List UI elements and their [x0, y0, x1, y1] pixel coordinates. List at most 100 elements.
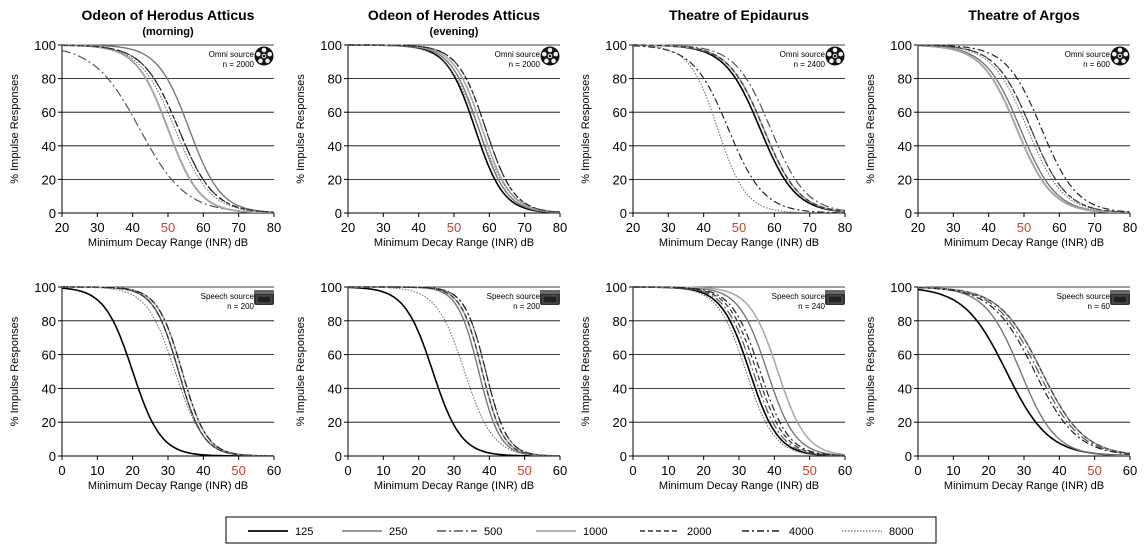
speech-speaker-icon	[1110, 290, 1130, 305]
legend: 125 250 500 1000 2000 4000 8000	[225, 516, 937, 544]
legend-box	[225, 516, 937, 544]
series-line-4000	[633, 286, 845, 456]
series-line-1000	[62, 286, 274, 456]
y-axis-label: % Impulse Responses	[295, 74, 307, 184]
y-tick-label: 0	[905, 449, 912, 464]
x-tick-label: 60	[1123, 463, 1137, 478]
source-label: Omni source	[495, 50, 541, 59]
y-tick-label: 40	[328, 139, 342, 154]
y-tick-label: 60	[898, 348, 912, 363]
omni-speaker-icon	[254, 46, 274, 66]
series-line-2000	[633, 286, 845, 456]
series-line-2000	[348, 286, 560, 456]
y-tick-label: 60	[613, 348, 627, 363]
x-axis-label: Minimum Decay Range (INR) dB	[659, 237, 819, 249]
x-tick-label: 0	[344, 463, 351, 478]
source-label: Omni source	[780, 50, 826, 59]
y-tick-label: 80	[898, 72, 912, 87]
chart-title: Odeon of Herodus Atticus	[82, 7, 255, 23]
y-tick-label: 20	[42, 415, 56, 430]
legend-label: 1000	[583, 526, 607, 538]
x-tick-label: 20	[911, 220, 925, 235]
x-axis-label: Minimum Decay Range (INR) dB	[374, 480, 534, 492]
sample-size-label: n = 60	[1088, 302, 1111, 311]
series-line-2000	[62, 286, 274, 456]
x-tick-label: 60	[482, 220, 496, 235]
y-tick-label: 20	[328, 415, 342, 430]
series-line-250	[348, 286, 560, 456]
x-tick-label: 20	[626, 220, 640, 235]
x-tick-label: 30	[946, 220, 960, 235]
y-axis-label: % Impulse Responses	[295, 316, 307, 426]
series-line-125	[918, 288, 1130, 456]
series-line-500	[348, 286, 560, 456]
series-line-2000	[918, 44, 1130, 213]
series-line-500	[62, 49, 274, 213]
series-line-1000	[62, 44, 274, 213]
series-line-8000	[62, 286, 274, 456]
series-line-1000	[918, 44, 1130, 213]
legend-label: 250	[389, 526, 407, 538]
omni-speaker-icon	[825, 46, 845, 66]
x-tick-label: 60	[553, 463, 567, 478]
legend-label: 4000	[789, 526, 813, 538]
y-tick-label: 0	[49, 206, 56, 221]
chart-title: Theatre of Argos	[968, 7, 1080, 23]
legend-label: 125	[295, 526, 313, 538]
chart-subtitle: (evening)	[430, 26, 479, 38]
y-tick-label: 80	[613, 314, 627, 329]
x-tick-label: 0	[58, 463, 65, 478]
series-line-250	[633, 286, 845, 456]
x-tick-label: 40	[482, 463, 496, 478]
y-tick-label: 80	[42, 72, 56, 87]
x-tick-label: 40	[1052, 463, 1066, 478]
x-axis-label: Minimum Decay Range (INR) dB	[88, 237, 248, 249]
x-tick-label: 50	[161, 220, 175, 235]
x-tick-label: 50	[732, 220, 746, 235]
y-tick-label: 0	[49, 449, 56, 464]
series-line-4000	[918, 44, 1130, 213]
y-tick-label: 100	[605, 38, 627, 53]
y-tick-label: 100	[34, 280, 56, 295]
series-line-1000	[348, 286, 560, 456]
series-line-500	[633, 286, 845, 456]
series-group	[633, 286, 845, 456]
series-line-4000	[633, 45, 845, 213]
series-line-125	[918, 44, 1130, 213]
x-tick-label: 30	[90, 220, 104, 235]
x-tick-label: 60	[267, 463, 281, 478]
x-tick-label: 40	[411, 220, 425, 235]
series-line-125	[633, 44, 845, 213]
series-line-4000	[62, 286, 274, 456]
x-tick-label: 30	[732, 463, 746, 478]
series-line-4000	[348, 44, 560, 213]
y-tick-label: 20	[613, 172, 627, 187]
series-line-500	[918, 287, 1130, 455]
sample-size-label: n = 600	[1083, 60, 1110, 69]
x-tick-label: 60	[196, 220, 210, 235]
y-tick-label: 100	[34, 38, 56, 53]
x-tick-label: 40	[767, 463, 781, 478]
x-tick-label: 70	[1087, 220, 1101, 235]
chart-panel: 0 10 20 30 40 50 60 0 20 40 60 80 100 Minimum Decay R…	[295, 280, 567, 492]
x-tick-label: 10	[946, 463, 960, 478]
sample-size-label: n = 2400	[794, 60, 826, 69]
y-tick-label: 100	[320, 38, 342, 53]
x-tick-label: 50	[231, 463, 245, 478]
series-line-1000	[633, 286, 845, 456]
x-tick-label: 20	[125, 463, 139, 478]
x-axis-label: Minimum Decay Range (INR) dB	[88, 480, 248, 492]
x-tick-label: 80	[1123, 220, 1137, 235]
x-tick-label: 10	[376, 463, 390, 478]
y-tick-label: 0	[905, 206, 912, 221]
series-line-500	[918, 44, 1130, 213]
sample-size-label: n = 2000	[223, 60, 255, 69]
speech-speaker-icon	[254, 290, 274, 305]
series-line-500	[62, 286, 274, 456]
y-tick-label: 60	[42, 105, 56, 120]
x-tick-label: 20	[981, 463, 995, 478]
y-tick-label: 0	[620, 206, 627, 221]
